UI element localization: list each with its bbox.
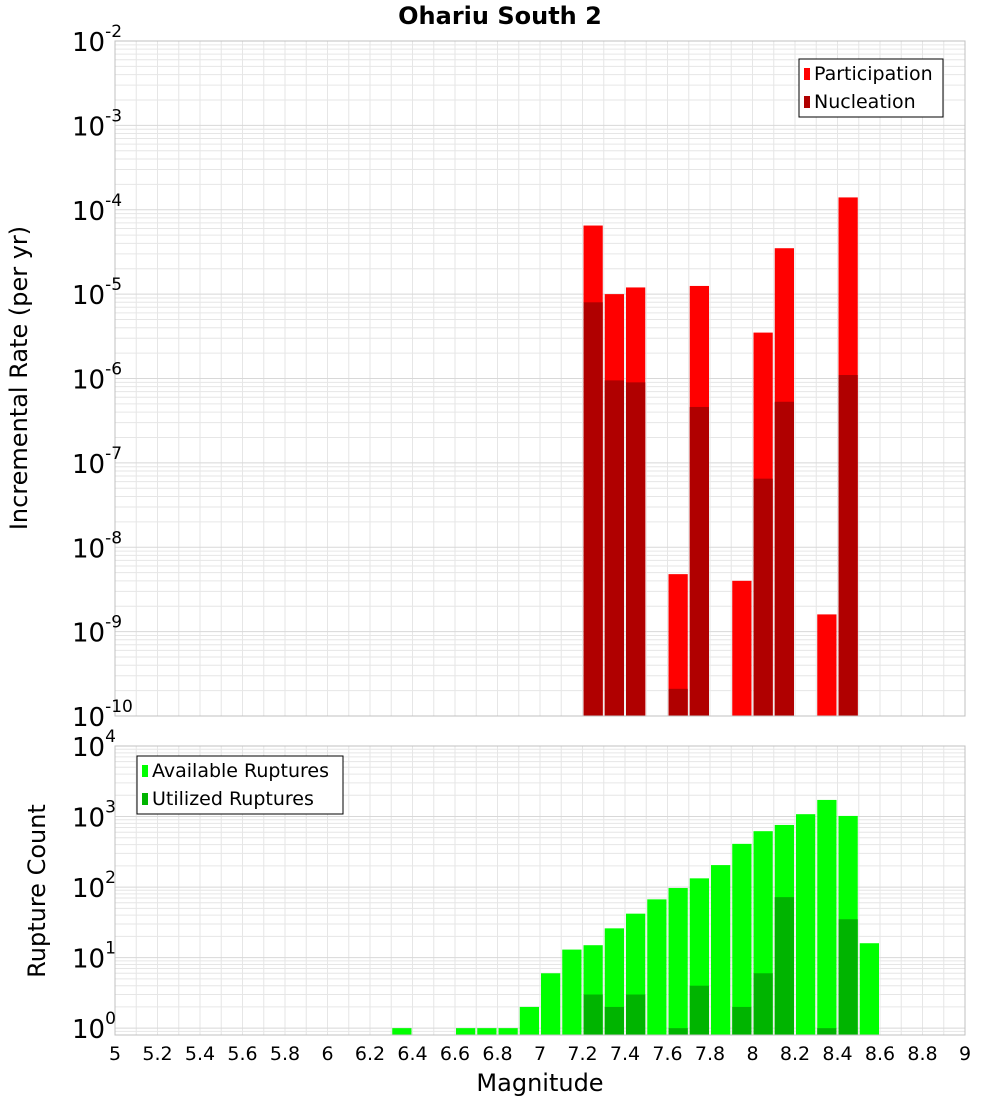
nucleation-bar — [604, 380, 624, 716]
bottom-y-tick-label: 102 — [72, 868, 116, 904]
nucleation-bar — [626, 382, 646, 716]
utilized-ruptures-legend-label: Utilized Ruptures — [152, 788, 314, 810]
nucleation-bar — [668, 688, 688, 716]
bottom-y-tick-label: 100 — [72, 1009, 116, 1045]
top-y-axis-label: Incremental Rate (per yr) — [5, 226, 33, 530]
x-tick-label: 8.6 — [865, 1043, 895, 1065]
top-legend-box — [798, 58, 944, 118]
top-bars — [583, 197, 858, 717]
available-ruptures-bar — [562, 949, 582, 1035]
available-ruptures-bar — [456, 1028, 476, 1035]
utilized-ruptures-bar — [583, 994, 603, 1035]
x-tick-label: 9 — [959, 1043, 971, 1065]
bottom-y-tick-labels: 100 101 102 103 104 — [72, 727, 116, 1045]
available-ruptures-bar — [668, 888, 688, 1035]
utilized-ruptures-bar — [732, 1006, 752, 1035]
available-ruptures-bar — [477, 1028, 497, 1035]
available-ruptures-bar — [498, 1028, 518, 1035]
x-tick-label: 8.4 — [822, 1043, 852, 1065]
nucleation-bar — [774, 401, 794, 716]
top-legend: Participation Nucleation — [798, 58, 944, 118]
x-tick-label: 6.6 — [440, 1043, 470, 1065]
bottom-grid — [115, 746, 965, 1035]
utilized-ruptures-bar — [774, 897, 794, 1035]
utilized-ruptures-bar — [838, 919, 858, 1035]
x-tick-label: 5.2 — [142, 1043, 172, 1065]
top-y-tick-label: 10-2 — [72, 22, 122, 58]
participation-bar — [732, 580, 752, 716]
available-ruptures-bar — [647, 899, 667, 1035]
top-y-tick-label: 10-4 — [72, 191, 122, 227]
bottom-y-tick-label: 103 — [72, 798, 116, 834]
top-y-tick-label: 10-5 — [72, 275, 122, 311]
bottom-y-axis-label: Rupture Count — [23, 804, 51, 978]
x-tick-label: 6.2 — [355, 1043, 385, 1065]
nucleation-bar — [583, 302, 603, 716]
participation-bar — [668, 574, 688, 716]
nucleation-legend-label: Nucleation — [814, 91, 916, 113]
available-ruptures-bar — [392, 1028, 412, 1035]
utilized-ruptures-bar — [626, 994, 646, 1035]
top-y-tick-label: 10-3 — [72, 106, 122, 142]
x-tick-label: 8 — [746, 1043, 758, 1065]
chart-title: Ohariu South 2 — [398, 2, 602, 30]
x-tick-label: 8.2 — [780, 1043, 810, 1065]
x-tick-label: 6.4 — [397, 1043, 427, 1065]
nucleation-legend-swatch — [804, 96, 810, 108]
x-axis-label: Magnitude — [476, 1069, 603, 1097]
x-tick-label: 7.2 — [567, 1043, 597, 1065]
available-ruptures-bar — [732, 843, 752, 1035]
x-tick-label: 7 — [534, 1043, 546, 1065]
bottom-legend: Available Ruptures Utilized Ruptures — [136, 755, 344, 815]
top-y-tick-label: 10-10 — [72, 697, 133, 733]
available-ruptures-bar — [817, 799, 837, 1035]
top-y-tick-label: 10-6 — [72, 360, 122, 396]
top-y-tick-label: 10-7 — [72, 444, 122, 480]
available-ruptures-bar — [859, 943, 879, 1035]
nucleation-bar — [753, 478, 773, 716]
participation-nucleation-panel: 10-10 10-9 10-8 10-7 10-6 10-5 10-4 10-3 10-2 In… — [5, 22, 966, 733]
utilized-ruptures-bar — [753, 973, 773, 1035]
rupture-count-panel: 100 101 102 103 104 5 5.2 5.4 5.6 5.8 6 6.2 6.4 6.6 6… — [23, 727, 971, 1097]
bottom-legend-box — [136, 755, 344, 815]
utilized-ruptures-bar — [604, 1006, 624, 1035]
available-ruptures-legend-swatch — [142, 765, 148, 777]
top-y-tick-label: 10-8 — [72, 528, 122, 564]
x-tick-label: 6 — [321, 1043, 333, 1065]
x-tick-label: 5 — [109, 1043, 121, 1065]
available-ruptures-legend-label: Available Ruptures — [152, 760, 329, 782]
available-ruptures-bar — [711, 865, 731, 1035]
top-y-tick-label: 10-9 — [72, 613, 122, 649]
x-tick-label: 8.8 — [907, 1043, 937, 1065]
x-tick-label: 5.8 — [270, 1043, 300, 1065]
nucleation-bar — [689, 406, 709, 716]
x-tick-labels: 5 5.2 5.4 5.6 5.8 6 6.2 6.4 6.6 6.8 7 7.2 7.4 7.6 7.8 8… — [109, 1043, 971, 1065]
bottom-plot-frame — [114, 745, 966, 1036]
x-tick-label: 7.8 — [695, 1043, 725, 1065]
x-tick-label: 5.4 — [185, 1043, 215, 1065]
x-tick-label: 5.6 — [227, 1043, 257, 1065]
bottom-y-tick-label: 104 — [72, 727, 116, 763]
available-ruptures-bar — [541, 973, 561, 1035]
top-plot-frame — [114, 40, 966, 717]
utilized-ruptures-bar — [668, 1028, 688, 1035]
nucleation-bar — [838, 375, 858, 716]
participation-bar — [817, 614, 837, 716]
available-ruptures-bar — [519, 1006, 539, 1035]
bottom-bars — [392, 799, 879, 1035]
utilized-ruptures-bar — [689, 985, 709, 1035]
x-tick-label: 7.4 — [610, 1043, 640, 1065]
participation-legend-label: Participation — [814, 63, 933, 85]
available-ruptures-bar — [796, 814, 816, 1035]
bottom-y-tick-label: 101 — [72, 939, 116, 975]
participation-legend-swatch — [804, 68, 810, 80]
top-y-tick-labels: 10-10 10-9 10-8 10-7 10-6 10-5 10-4 10-3 10-2 — [72, 22, 133, 733]
utilized-ruptures-bar — [817, 1028, 837, 1035]
x-tick-label: 7.6 — [652, 1043, 682, 1065]
utilized-ruptures-legend-swatch — [142, 793, 148, 805]
top-grid — [115, 41, 965, 716]
x-tick-label: 6.8 — [482, 1043, 512, 1065]
